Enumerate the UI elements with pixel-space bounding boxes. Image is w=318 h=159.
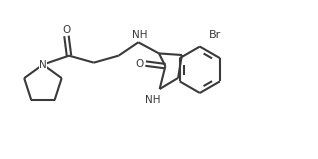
Text: O: O — [62, 25, 71, 35]
Text: Br: Br — [209, 30, 221, 40]
Text: O: O — [135, 59, 143, 69]
Text: NH: NH — [145, 95, 160, 105]
Text: N: N — [39, 60, 47, 69]
Text: NH: NH — [132, 30, 148, 40]
